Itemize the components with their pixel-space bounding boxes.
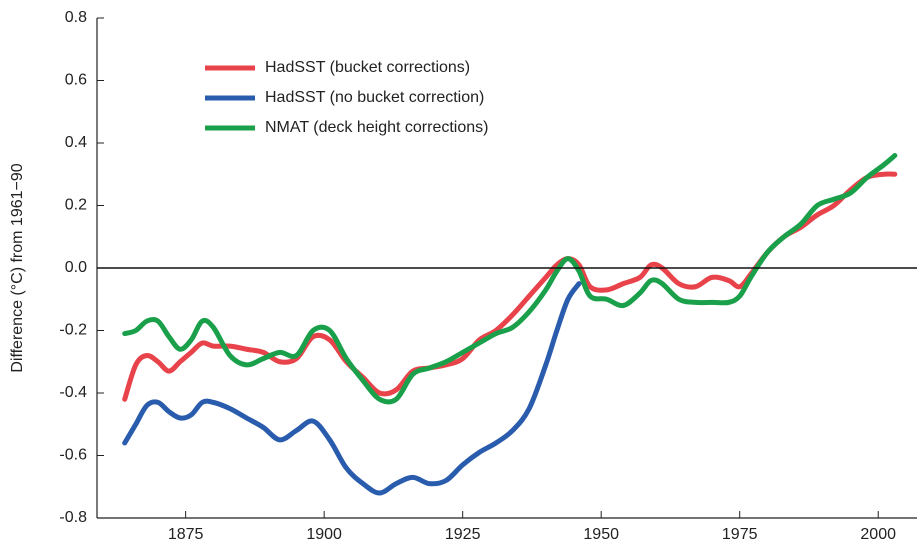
y-tick-label: -0.6 bbox=[59, 447, 87, 464]
x-tick-label: 1975 bbox=[722, 526, 758, 543]
y-tick-label: -0.8 bbox=[59, 509, 87, 526]
x-tick-label: 1900 bbox=[306, 526, 342, 543]
x-tick-label: 2000 bbox=[860, 526, 896, 543]
y-tick-label: 0.4 bbox=[65, 134, 87, 151]
y-tick-label: 0.6 bbox=[65, 72, 87, 89]
y-axis-label: Difference (°C) from 1961−90 bbox=[9, 163, 26, 372]
series-line bbox=[122, 153, 898, 405]
legend-label: NMAT (deck height corrections) bbox=[265, 119, 488, 136]
y-tick-label: -0.2 bbox=[59, 322, 87, 339]
y-tick-label: 0.2 bbox=[65, 197, 87, 214]
legend-label: HadSST (bucket corrections) bbox=[265, 59, 470, 76]
y-tick-label: -0.4 bbox=[59, 384, 87, 401]
y-tick-label: 0.0 bbox=[65, 259, 87, 276]
x-tick-label: 1875 bbox=[168, 526, 204, 543]
y-tick-label: 0.8 bbox=[65, 9, 87, 26]
series-line bbox=[122, 281, 582, 496]
legend-label: HadSST (no bucket correction) bbox=[265, 89, 484, 106]
x-tick-label: 1925 bbox=[445, 526, 481, 543]
x-tick-label: 1950 bbox=[583, 526, 619, 543]
